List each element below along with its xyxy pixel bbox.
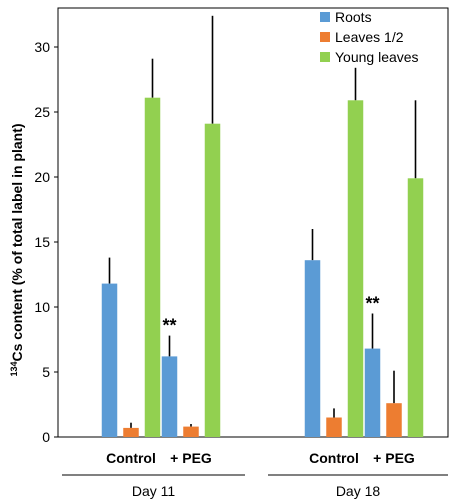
category-label: + PEG bbox=[373, 450, 415, 466]
legend-label: Young leaves bbox=[335, 49, 419, 65]
y-tick-label: 15 bbox=[34, 234, 50, 250]
bar-1-2 bbox=[326, 417, 342, 437]
bar-0-3 bbox=[364, 348, 381, 437]
y-tick-label: 30 bbox=[34, 39, 50, 55]
y-axis-title-superscript: 134 bbox=[9, 361, 19, 376]
y-tick-label: 25 bbox=[34, 104, 50, 120]
bar-1-3 bbox=[386, 403, 402, 437]
y-axis-title: 134Cs content (% of total label in plant… bbox=[9, 123, 25, 376]
significance-label: ** bbox=[162, 316, 176, 336]
y-tick-label: 10 bbox=[34, 299, 50, 315]
category-label: + PEG bbox=[170, 450, 212, 466]
y-tick-label: 20 bbox=[34, 169, 50, 185]
group-label: Day 18 bbox=[336, 483, 381, 499]
bar-0-2 bbox=[304, 260, 321, 437]
legend-swatch bbox=[320, 12, 330, 22]
category-label: Control bbox=[106, 450, 156, 466]
bar-1-1 bbox=[183, 426, 199, 437]
bar-2-1 bbox=[204, 123, 221, 437]
bar-0-0 bbox=[101, 283, 118, 437]
legend-swatch bbox=[320, 32, 330, 42]
y-axis-title-text: Cs content (% of total label in plant) bbox=[9, 123, 25, 361]
category-label: Control bbox=[309, 450, 359, 466]
significance-label: ** bbox=[365, 294, 379, 314]
legend-label: Roots bbox=[335, 9, 372, 25]
legend: Roots Leaves 1/2 Young leaves bbox=[320, 9, 419, 65]
bar-2-3 bbox=[407, 178, 424, 438]
bar-2-0 bbox=[144, 97, 161, 437]
bar-2-2 bbox=[347, 100, 364, 438]
y-tick-label: 5 bbox=[42, 364, 50, 380]
bar-1-0 bbox=[123, 427, 139, 437]
plot-frame bbox=[57, 7, 449, 438]
group-label: Day 11 bbox=[132, 483, 176, 499]
bar-0-1 bbox=[161, 356, 178, 437]
plot-area: 0 5 10 15 20 25 30 ** ** Control + PEG Control + PEG… bbox=[34, 7, 449, 499]
y-tick-label: 0 bbox=[42, 429, 50, 445]
legend-label: Leaves 1/2 bbox=[335, 29, 404, 45]
legend-swatch bbox=[320, 52, 330, 62]
